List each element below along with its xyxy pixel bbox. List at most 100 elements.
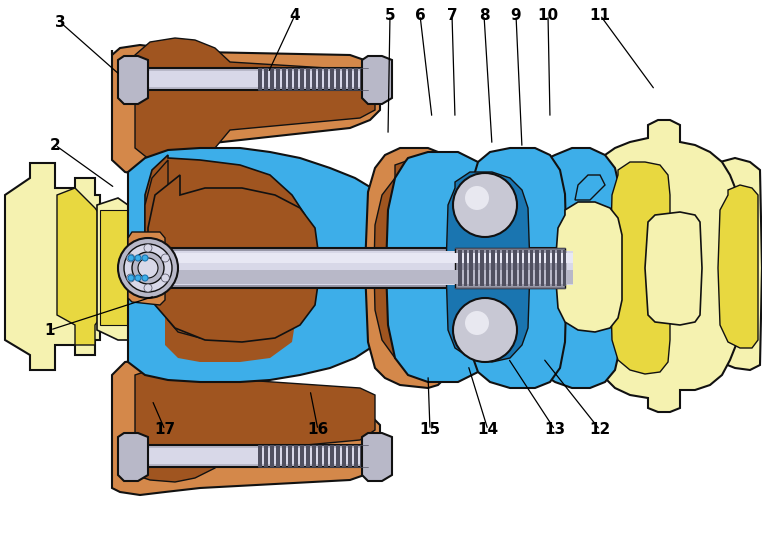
Bar: [562, 250, 566, 286]
Circle shape: [453, 298, 517, 362]
Bar: [133, 270, 573, 284]
Bar: [518, 250, 522, 286]
Polygon shape: [470, 148, 567, 388]
Text: 17: 17: [155, 423, 175, 438]
Bar: [130, 248, 575, 288]
Bar: [455, 248, 565, 288]
Bar: [306, 68, 310, 90]
Bar: [306, 445, 310, 467]
Bar: [294, 68, 298, 90]
Bar: [270, 445, 274, 467]
Polygon shape: [718, 185, 758, 348]
Bar: [324, 68, 328, 90]
Bar: [552, 250, 555, 286]
Circle shape: [138, 258, 158, 278]
Bar: [348, 68, 352, 90]
Bar: [282, 445, 286, 467]
Bar: [276, 68, 280, 90]
Bar: [485, 250, 489, 286]
Circle shape: [453, 173, 517, 237]
Text: 15: 15: [419, 423, 440, 438]
Polygon shape: [118, 433, 148, 481]
Polygon shape: [145, 160, 318, 340]
Text: 16: 16: [307, 423, 328, 438]
Bar: [458, 250, 462, 286]
Bar: [507, 250, 511, 286]
Polygon shape: [112, 45, 380, 178]
Polygon shape: [112, 358, 380, 495]
Bar: [354, 68, 358, 90]
Bar: [258, 68, 262, 90]
Text: 6: 6: [415, 7, 425, 22]
Bar: [324, 445, 328, 467]
Bar: [318, 445, 322, 467]
Bar: [133, 251, 573, 285]
Bar: [524, 250, 527, 286]
Bar: [288, 68, 292, 90]
Bar: [497, 250, 500, 286]
Circle shape: [144, 244, 152, 252]
Text: 9: 9: [511, 7, 521, 22]
Circle shape: [142, 275, 148, 281]
Text: 7: 7: [447, 7, 457, 22]
Bar: [342, 68, 346, 90]
Polygon shape: [97, 198, 128, 340]
Text: 2: 2: [50, 137, 60, 152]
Bar: [294, 445, 298, 467]
Polygon shape: [362, 433, 392, 481]
Text: 14: 14: [478, 423, 498, 438]
Circle shape: [465, 311, 489, 335]
Bar: [126, 448, 378, 464]
Bar: [330, 68, 334, 90]
Polygon shape: [374, 158, 478, 372]
Circle shape: [124, 244, 172, 292]
Text: 5: 5: [385, 7, 395, 22]
Polygon shape: [135, 38, 375, 165]
Polygon shape: [446, 172, 530, 362]
Bar: [330, 445, 334, 467]
Text: 1: 1: [45, 323, 56, 338]
Circle shape: [162, 274, 169, 282]
Polygon shape: [128, 148, 388, 382]
Polygon shape: [145, 155, 312, 325]
Circle shape: [144, 284, 152, 292]
Circle shape: [135, 275, 141, 281]
Polygon shape: [148, 175, 320, 342]
Polygon shape: [362, 56, 392, 104]
Text: 13: 13: [544, 423, 565, 438]
Bar: [480, 250, 484, 286]
Bar: [300, 445, 304, 467]
Bar: [546, 250, 549, 286]
Bar: [491, 250, 495, 286]
Bar: [100, 210, 128, 325]
Circle shape: [128, 275, 134, 281]
Bar: [530, 250, 533, 286]
Bar: [318, 68, 322, 90]
Polygon shape: [365, 148, 458, 388]
Bar: [475, 250, 478, 286]
Bar: [354, 445, 358, 467]
Text: 10: 10: [537, 7, 559, 22]
Circle shape: [142, 255, 148, 261]
Bar: [288, 445, 292, 467]
Bar: [258, 445, 262, 467]
Bar: [540, 250, 544, 286]
Bar: [557, 250, 561, 286]
Polygon shape: [5, 163, 100, 370]
Bar: [312, 68, 316, 90]
Bar: [463, 250, 467, 286]
Polygon shape: [610, 162, 670, 374]
Bar: [282, 68, 286, 90]
Bar: [133, 253, 573, 263]
Bar: [342, 445, 346, 467]
Circle shape: [132, 252, 164, 284]
Bar: [126, 71, 378, 87]
Text: 4: 4: [290, 7, 300, 22]
Polygon shape: [596, 120, 742, 412]
Bar: [513, 250, 517, 286]
Bar: [336, 68, 340, 90]
Bar: [300, 68, 304, 90]
Bar: [270, 68, 274, 90]
Polygon shape: [703, 158, 762, 370]
Polygon shape: [386, 152, 498, 382]
